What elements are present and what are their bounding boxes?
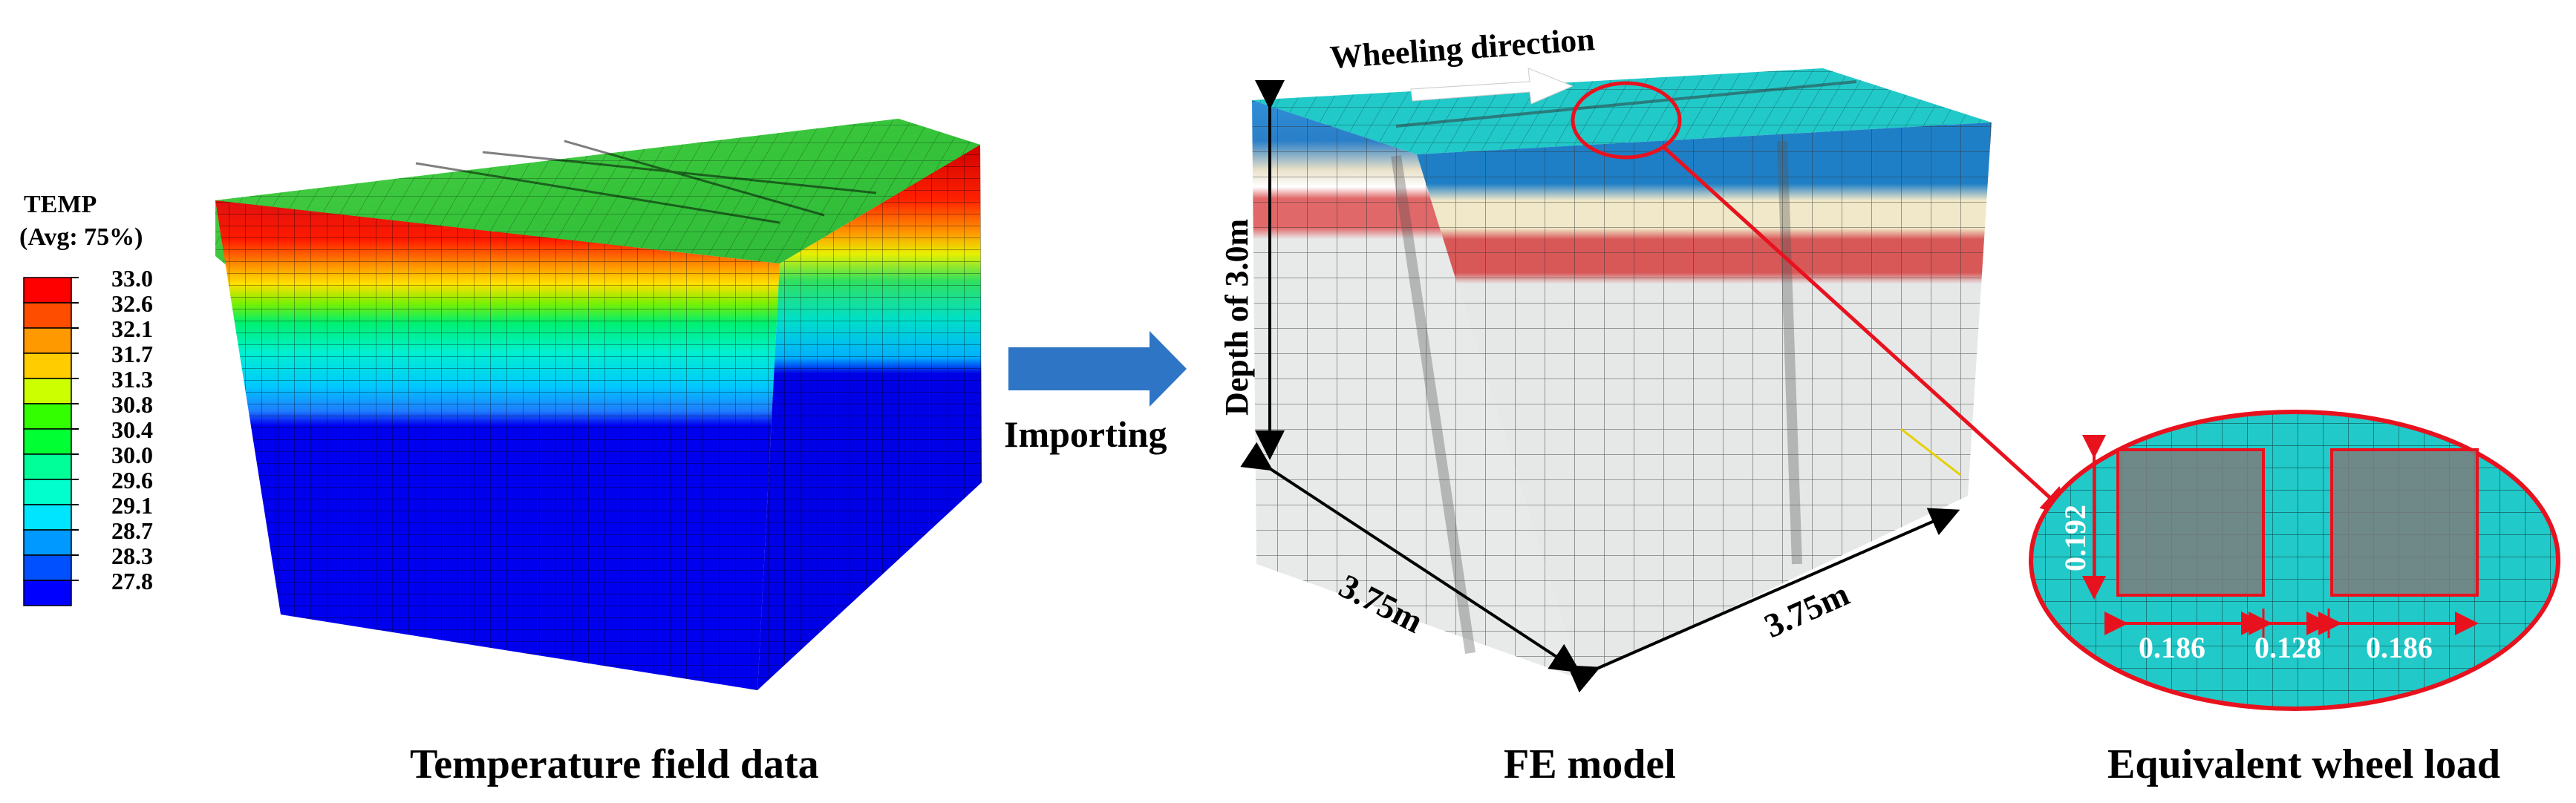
fe-model-axis-indicator [1900, 427, 1961, 476]
wheeling-direction-arrow [1410, 68, 1574, 105]
legend-swatch [23, 504, 72, 531]
wheeling-direction-label: Wheeling direction [1328, 21, 1596, 76]
legend-swatches [23, 277, 72, 606]
legend-level-label: 28.7 [111, 517, 153, 544]
legend-swatch [23, 277, 72, 304]
legend-level-label: 30.0 [111, 442, 153, 468]
fe-model: Wheeling direction Depth of 3.0m 3.75m 3… [1219, 21, 2072, 693]
legend-swatch [23, 428, 72, 455]
wheel-load-patch-right [2330, 448, 2479, 597]
legend-level-label: 29.1 [111, 492, 153, 519]
callout-circle [1571, 81, 1682, 160]
legend-swatch [23, 353, 72, 379]
temperature-block-top-grid [215, 119, 980, 263]
legend-swatch [23, 403, 72, 430]
width2-dimension-label: 0.186 [2366, 631, 2433, 664]
temperature-block-front-mesh [215, 200, 780, 690]
legend-level-label: 30.8 [111, 391, 153, 418]
fe-model-refined-strip-side [1777, 140, 1802, 565]
legend-level-label: 29.6 [111, 467, 153, 494]
width-dimension-right [1567, 508, 1960, 693]
callout-leader-line [1660, 144, 2072, 517]
legend-swatch [23, 580, 72, 606]
temperature-block [215, 119, 982, 690]
caption-temperature-field: Temperature field data [410, 741, 819, 787]
import-arrow [1008, 331, 1187, 407]
legend-swatch [23, 327, 72, 354]
height-dimension-label: 0.192 [2058, 505, 2092, 571]
width-dimension-left [1240, 442, 1581, 673]
legend-level-label: 27.8 [111, 568, 153, 594]
legend-title: TEMP [24, 191, 97, 218]
gap-dimension-label: 0.128 [2254, 631, 2321, 664]
temperature-block-side-mesh [757, 145, 982, 690]
fe-model-top-mesh [1252, 68, 1992, 154]
fe-model-wheelpath-line [1395, 80, 1857, 128]
legend-swatch [23, 554, 72, 581]
legend-level-label: 31.3 [111, 366, 153, 393]
legend-level-label: 33.0 [111, 265, 153, 292]
legend-labels: 33.032.632.131.731.330.830.430.029.629.1… [71, 265, 153, 594]
legend-subtitle: (Avg: 75%) [19, 223, 143, 251]
legend-swatch [23, 479, 72, 505]
wheel-load-zoom: 0.192 0.186 0.128 0.186 [2029, 410, 2560, 711]
legend-level-label: 32.6 [111, 290, 153, 317]
temperature-block-dense-mesh [415, 140, 877, 224]
legend-level-label: 31.7 [111, 341, 153, 367]
legend-level-label: 30.4 [111, 416, 153, 443]
legend-swatch [23, 529, 72, 556]
import-arrow-group: Importing [1004, 331, 1187, 455]
legend-swatch [23, 378, 72, 404]
temperature-legend: TEMP (Avg: 75%) 33.032.632.131.731.330.8… [19, 191, 153, 606]
zoom-oval-border [2029, 410, 2560, 711]
caption-fe-model: FE model [1504, 741, 1676, 787]
depth-label: Depth of 3.0m [1219, 219, 1255, 416]
legend-level-label: 28.3 [111, 543, 153, 569]
import-arrow-label: Importing [1004, 413, 1167, 455]
legend-level-label: 32.1 [111, 315, 153, 342]
legend-swatch [23, 453, 72, 480]
wheel-load-patch-left [2116, 448, 2265, 597]
width1-dimension-label: 0.186 [2139, 631, 2205, 664]
legend-swatch [23, 302, 72, 329]
caption-equivalent-wheel-load: Equivalent wheel load [2107, 741, 2500, 787]
